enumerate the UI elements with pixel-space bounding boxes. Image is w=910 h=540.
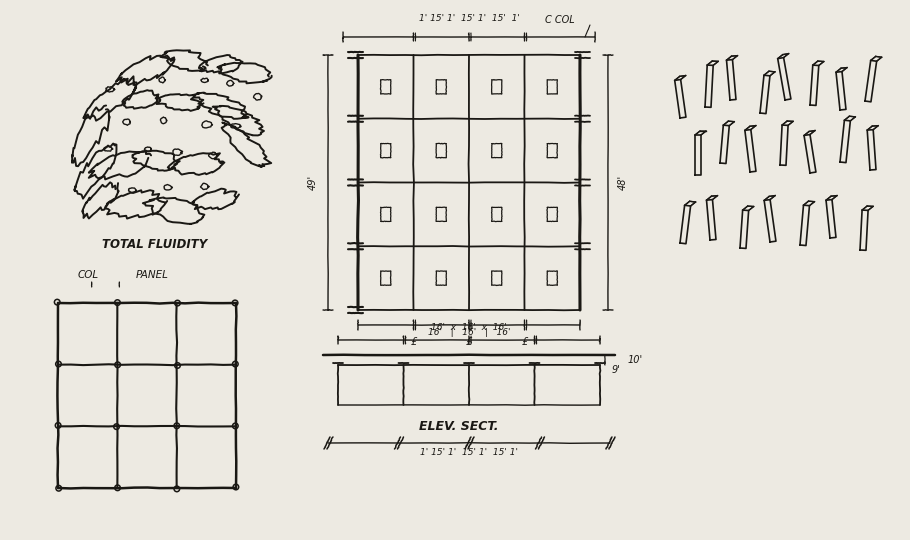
Text: 16'  x  16'  x  16': 16' x 16' x 16' bbox=[431, 323, 507, 332]
Text: ELEV. SECT.: ELEV. SECT. bbox=[420, 420, 499, 433]
Text: £: £ bbox=[521, 337, 528, 347]
Text: 1' 15' 1'  15' 1'  15'  1': 1' 15' 1' 15' 1' 15' 1' bbox=[419, 14, 520, 23]
Text: 16'   |   16'   |   16': 16' | 16' | 16' bbox=[428, 328, 511, 337]
Text: 9': 9' bbox=[612, 365, 621, 375]
Text: 49': 49' bbox=[308, 175, 318, 190]
Text: 48': 48' bbox=[618, 175, 628, 190]
Text: TOTAL FLUIDITY: TOTAL FLUIDITY bbox=[102, 239, 207, 252]
Text: PANEL: PANEL bbox=[136, 270, 168, 280]
Text: C COL: C COL bbox=[545, 15, 575, 25]
Text: 1' 15' 1'  15' 1'  15' 1': 1' 15' 1' 15' 1' 15' 1' bbox=[420, 448, 518, 457]
Text: 10': 10' bbox=[628, 355, 643, 365]
Text: COL: COL bbox=[77, 270, 98, 280]
Text: £: £ bbox=[410, 337, 417, 347]
Text: £: £ bbox=[466, 337, 472, 347]
